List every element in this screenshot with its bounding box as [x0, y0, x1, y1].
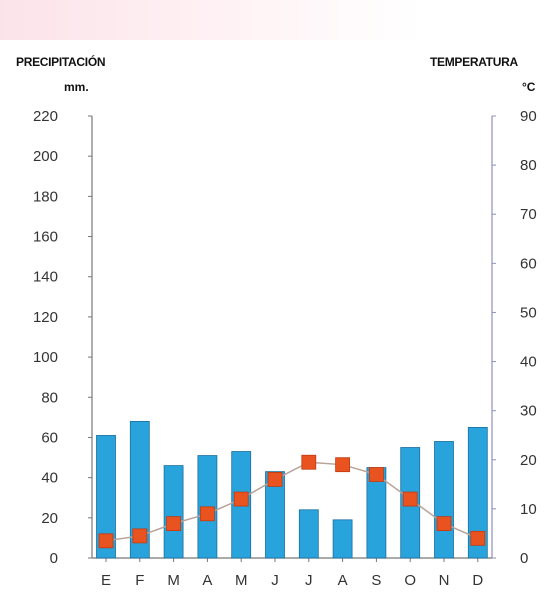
temperature-unit-label: °C — [522, 80, 536, 94]
right-axis-tick-label: 60 — [520, 255, 537, 272]
x-axis-tick-label: D — [472, 572, 483, 589]
precipitation-bar — [298, 509, 319, 559]
x-axis-tick-label: A — [338, 572, 348, 589]
right-axis-tick-label: 30 — [520, 403, 537, 420]
right-axis-tick-label: 90 — [520, 108, 537, 125]
left-axis-tick-label: 20 — [41, 510, 58, 527]
x-axis-tick-label: F — [135, 572, 144, 589]
precipitation-bar — [96, 435, 116, 559]
precipitation-axis-title: PRECIPITACIÓN — [16, 55, 106, 69]
temperature-point — [368, 467, 384, 482]
x-axis-tick-label: E — [101, 572, 111, 589]
left-axis-tick-label: 180 — [33, 188, 58, 205]
precipitation-bar — [332, 519, 353, 559]
temperature-point — [436, 516, 452, 532]
precipitation-bar — [467, 427, 488, 559]
x-axis-tick-label: O — [404, 572, 416, 589]
x-axis-tick-label: J — [305, 572, 313, 589]
temperature-point — [267, 472, 283, 487]
right-axis-tick-label: 10 — [520, 501, 537, 518]
temperature-point — [166, 516, 182, 532]
temperature-point — [199, 506, 215, 522]
left-axis-tick-label: 100 — [33, 349, 58, 366]
left-axis-tick-label: 160 — [33, 229, 58, 246]
left-axis-tick-label: 60 — [41, 429, 58, 446]
right-axis-tick-label: 0 — [520, 550, 528, 567]
x-axis-tick-label: J — [271, 572, 279, 589]
x-axis-tick-label: N — [439, 572, 450, 589]
temperature-point — [301, 454, 317, 470]
left-axis-tick-label: 120 — [33, 309, 58, 326]
temperature-point — [132, 528, 148, 544]
right-axis-tick-label: 20 — [520, 452, 537, 469]
precipitation-bar — [434, 441, 454, 559]
precipitation-bar — [129, 420, 150, 559]
left-axis-tick-label: 40 — [41, 470, 58, 487]
temperature-point — [233, 491, 249, 507]
temperature-point — [402, 491, 418, 507]
right-axis-tick-label: 40 — [520, 354, 537, 371]
precipitation-bar — [265, 471, 285, 559]
temperature-axis-title: TEMPERATURA — [430, 55, 518, 69]
left-axis-tick-label: 80 — [41, 389, 58, 406]
left-axis-tick-label: 140 — [33, 269, 58, 286]
x-axis-tick-label: A — [202, 572, 212, 589]
precipitation-bar — [163, 465, 184, 559]
x-axis-tick-label: S — [371, 572, 381, 589]
right-axis-tick-label: 50 — [520, 304, 537, 321]
temperature-point — [335, 457, 351, 473]
header-band — [0, 0, 420, 40]
right-axis-tick-label: 80 — [520, 157, 537, 174]
left-axis-tick-label: 200 — [33, 148, 58, 165]
right-axis-tick-label: 70 — [520, 206, 537, 223]
temperature-point — [470, 530, 486, 546]
temperature-line — [105, 461, 479, 542]
x-axis-tick-label: M — [235, 572, 248, 589]
x-axis-tick-label: M — [167, 572, 180, 589]
temperature-point — [98, 533, 114, 549]
precipitation-unit-label: mm. — [64, 80, 89, 94]
left-axis-tick-label: 220 — [33, 108, 58, 125]
left-axis-tick-label: 0 — [50, 550, 58, 567]
